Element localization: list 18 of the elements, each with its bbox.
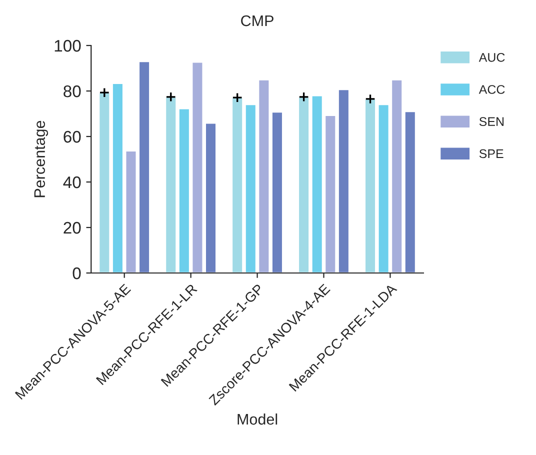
y-tick-label: 0: [72, 267, 81, 280]
y-tick-label: 100: [54, 40, 81, 52]
legend-label: SEN: [479, 117, 504, 126]
point: [365, 94, 376, 104]
legend-label: ACC: [478, 85, 505, 94]
x-axis-title: Model: [238, 413, 278, 425]
y-tick-label: 80: [64, 85, 81, 98]
legend-label: SPE: [479, 149, 504, 158]
chart-title: CMP: [241, 15, 274, 26]
y-axis-title: Percentage: [34, 120, 48, 198]
point: [298, 92, 310, 102]
y-tick-label: 20: [64, 222, 81, 234]
legend-label: AUC: [478, 52, 505, 62]
point: [232, 92, 243, 103]
point: [166, 92, 176, 102]
y-tick-label: 40: [63, 176, 81, 188]
point: [99, 87, 110, 98]
y-tick-label: 60: [64, 130, 81, 143]
